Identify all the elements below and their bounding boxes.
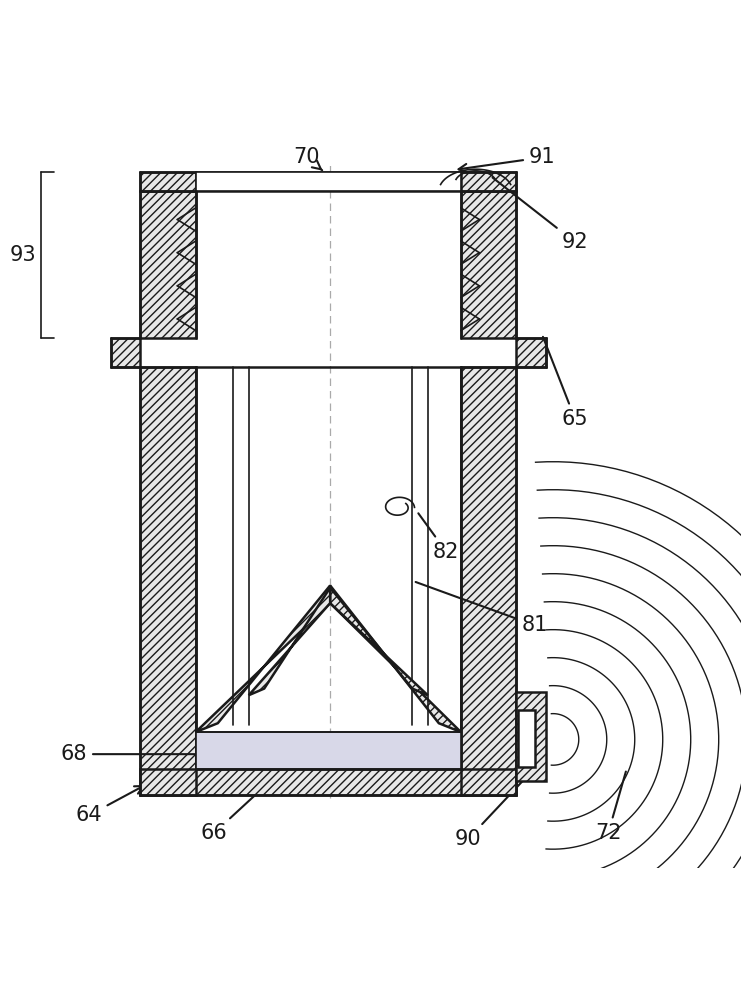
Polygon shape (461, 367, 516, 795)
Polygon shape (141, 172, 196, 191)
Text: 64: 64 (75, 786, 143, 825)
Polygon shape (330, 585, 461, 732)
Polygon shape (461, 172, 516, 191)
Text: 82: 82 (419, 513, 460, 562)
Polygon shape (196, 732, 461, 769)
Polygon shape (249, 588, 330, 695)
Polygon shape (141, 367, 196, 795)
Polygon shape (111, 338, 141, 367)
Text: 72: 72 (595, 772, 626, 843)
Text: 70: 70 (293, 147, 323, 170)
Polygon shape (461, 191, 516, 338)
Polygon shape (196, 367, 461, 732)
Polygon shape (519, 710, 536, 767)
Text: 65: 65 (543, 337, 589, 429)
Text: 92: 92 (492, 178, 589, 252)
Text: 91: 91 (459, 147, 555, 172)
Text: 68: 68 (61, 744, 197, 764)
Polygon shape (196, 172, 461, 191)
Text: 90: 90 (455, 780, 524, 849)
Polygon shape (330, 588, 428, 695)
Polygon shape (516, 692, 545, 781)
Text: 81: 81 (416, 582, 548, 635)
Polygon shape (141, 191, 196, 338)
Polygon shape (196, 585, 330, 732)
Text: 66: 66 (200, 770, 282, 843)
Polygon shape (141, 769, 516, 795)
Polygon shape (516, 338, 545, 367)
Text: 93: 93 (9, 245, 36, 265)
Polygon shape (196, 191, 461, 338)
